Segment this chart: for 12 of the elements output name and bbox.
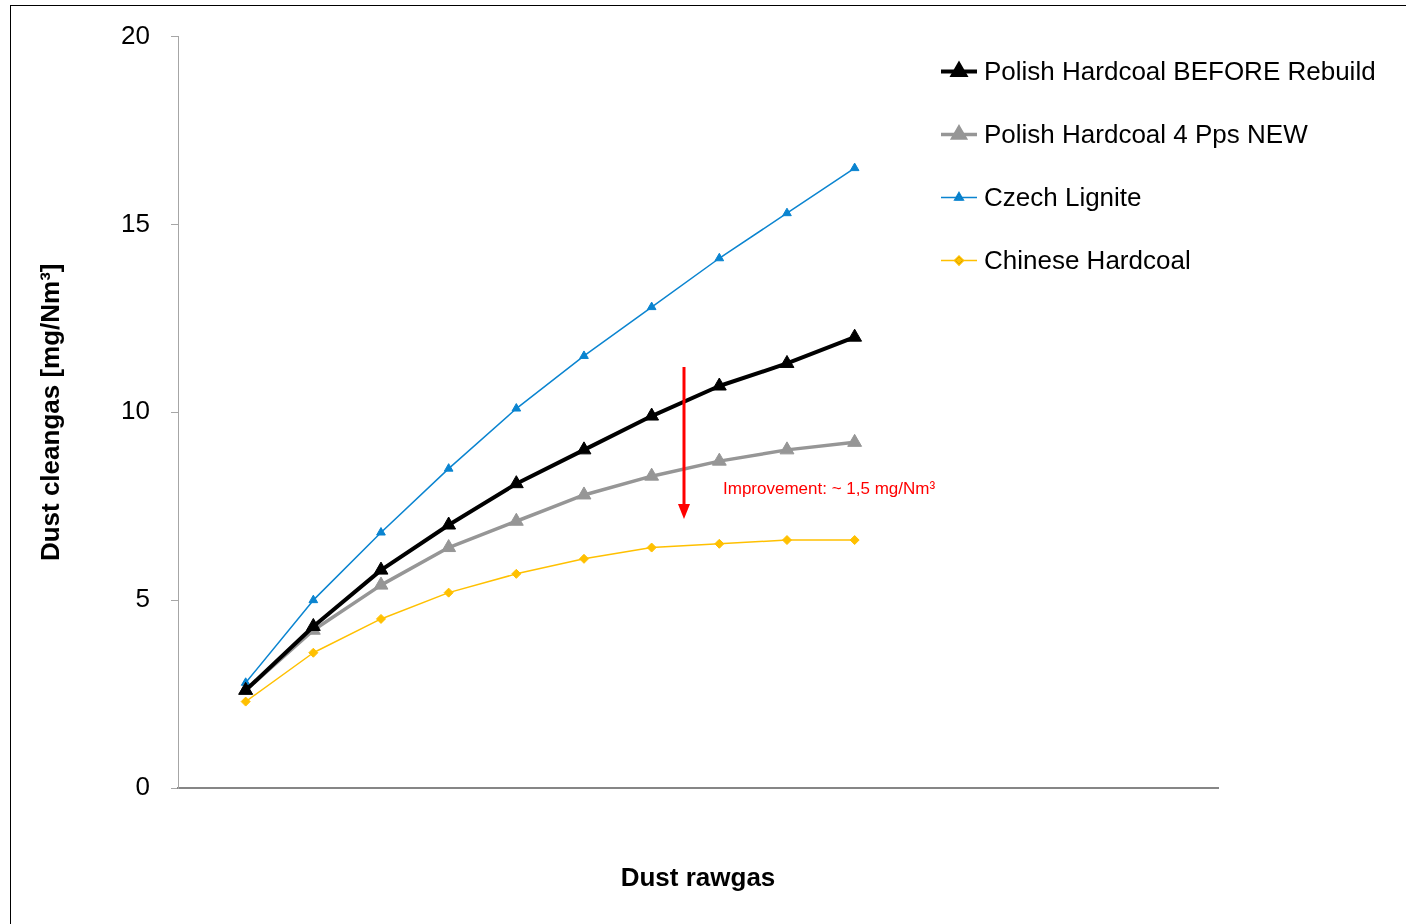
legend-label: Czech Lignite	[984, 181, 1142, 212]
y-axis-title: Dust cleangas [mg/Nm³]	[34, 263, 65, 562]
annotation: Improvement: ~ 1,5 mg/Nm³	[723, 479, 936, 499]
legend-label: Polish Hardcoal BEFORE Rebuild	[984, 55, 1376, 86]
x-axis-title: Dust rawgas	[620, 861, 776, 892]
legend-label: Chinese Hardcoal	[984, 244, 1191, 275]
y-tick-label: 10	[121, 395, 150, 426]
y-tick-label: 15	[121, 207, 150, 238]
y-tick-label: 5	[135, 583, 150, 614]
y-tick-label: 0	[135, 771, 150, 802]
legend-label: Polish Hardcoal 4 Pps NEW	[984, 118, 1309, 149]
y-tick-label: 20	[121, 19, 150, 50]
